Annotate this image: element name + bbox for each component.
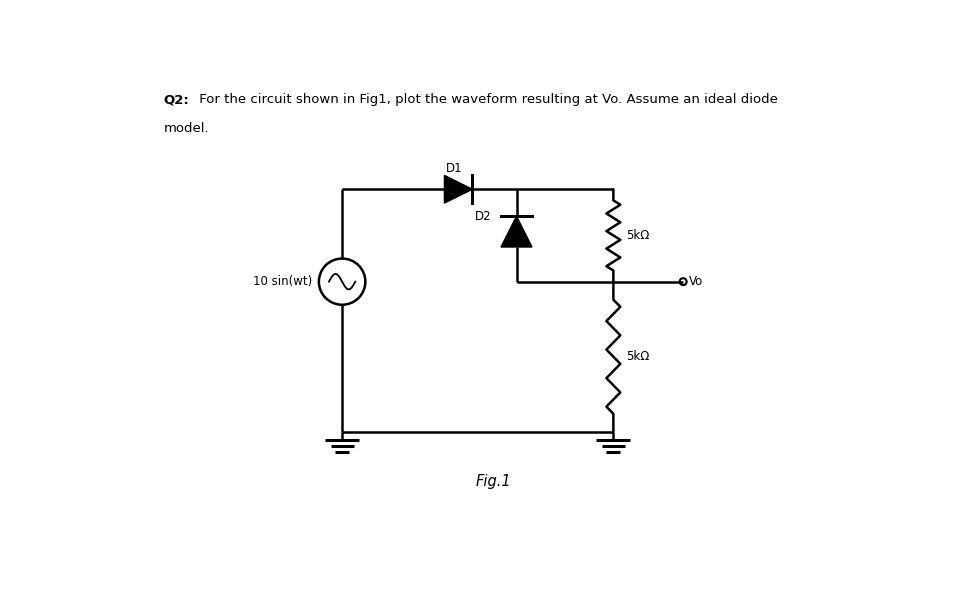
- Text: Fig.1: Fig.1: [475, 474, 511, 489]
- Text: 5kΩ: 5kΩ: [626, 229, 649, 242]
- Text: Q2:: Q2:: [164, 93, 189, 106]
- Text: For the circuit shown in Fig1, plot the waveform resulting at Vo. Assume an idea: For the circuit shown in Fig1, plot the …: [195, 93, 777, 106]
- Polygon shape: [444, 176, 472, 203]
- Text: Vo: Vo: [688, 275, 703, 288]
- Text: 5kΩ: 5kΩ: [626, 350, 649, 363]
- Text: D1: D1: [446, 163, 462, 176]
- Polygon shape: [500, 216, 531, 247]
- Text: D2: D2: [475, 210, 491, 223]
- Text: model.: model.: [164, 123, 209, 135]
- Text: 10 sin(wt): 10 sin(wt): [253, 275, 312, 288]
